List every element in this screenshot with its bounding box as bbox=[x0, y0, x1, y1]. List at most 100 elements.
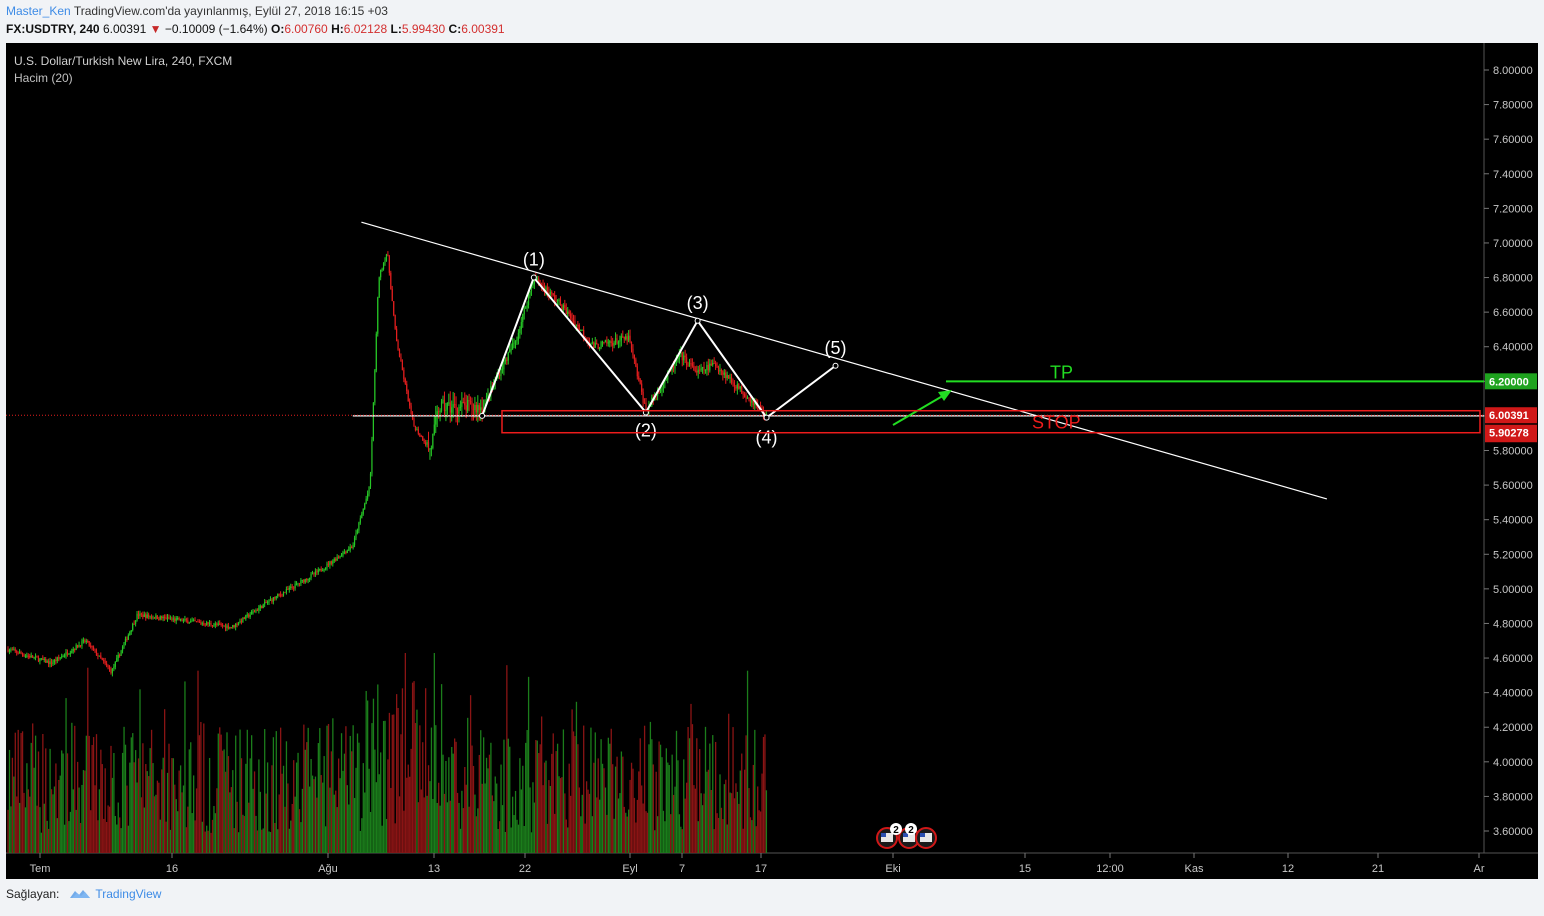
candle-body bbox=[522, 314, 524, 322]
candle-body bbox=[107, 665, 109, 668]
candle-body bbox=[62, 656, 64, 658]
volume-bar bbox=[551, 753, 553, 853]
volume-bar bbox=[680, 826, 682, 853]
volume-bar bbox=[438, 782, 440, 853]
volume-bar bbox=[580, 816, 582, 853]
candle-body bbox=[552, 293, 554, 296]
y-tick-label: 7.00000 bbox=[1493, 238, 1533, 250]
candle-body bbox=[555, 300, 557, 302]
symbol-label: FX:USDTRY, 240 bbox=[6, 22, 100, 36]
candle-body bbox=[413, 419, 415, 426]
candle-body bbox=[49, 661, 51, 665]
volume-bar bbox=[378, 774, 380, 853]
candle-body bbox=[56, 657, 58, 661]
candle-body bbox=[317, 569, 319, 573]
volume-bar bbox=[153, 796, 156, 853]
candle-body bbox=[684, 355, 686, 358]
candle-body bbox=[699, 369, 701, 371]
candle-body bbox=[222, 624, 224, 626]
candle-body bbox=[503, 361, 505, 370]
candle-body bbox=[601, 341, 604, 343]
candle-body bbox=[507, 352, 509, 361]
candle-body bbox=[730, 377, 733, 383]
candle-body bbox=[237, 623, 240, 625]
volume-bar bbox=[572, 731, 575, 853]
candle-body bbox=[278, 594, 280, 596]
volume-bar bbox=[139, 689, 141, 853]
candle-body bbox=[703, 366, 705, 371]
volume-bar bbox=[636, 799, 638, 853]
volume-bar bbox=[268, 831, 270, 853]
volume-bar bbox=[256, 830, 259, 853]
volume-bar bbox=[291, 803, 293, 853]
volume-bar bbox=[264, 729, 266, 853]
volume-bar bbox=[532, 782, 534, 853]
candle-body bbox=[700, 368, 702, 371]
volume-bar bbox=[396, 694, 398, 853]
candle-body bbox=[121, 646, 124, 651]
candle-body bbox=[293, 587, 295, 589]
chart-background bbox=[6, 43, 1538, 879]
candle-body bbox=[32, 655, 34, 658]
candle-body bbox=[523, 308, 525, 315]
volume-bar bbox=[548, 780, 550, 853]
candle-body bbox=[430, 448, 432, 450]
candle-body bbox=[142, 614, 144, 617]
volume-bar bbox=[298, 809, 301, 853]
candle-body bbox=[419, 433, 421, 436]
candle-body bbox=[556, 300, 559, 302]
candle-body bbox=[26, 655, 28, 657]
candle-body bbox=[282, 592, 285, 596]
candle-body bbox=[130, 630, 132, 632]
price-chart[interactable]: U.S. Dollar/Turkish New Lira, 240, FXCM H… bbox=[6, 43, 1538, 879]
volume-bar bbox=[123, 726, 125, 853]
volume-bar bbox=[451, 746, 453, 853]
candle-body bbox=[438, 411, 440, 413]
candle-body bbox=[722, 370, 724, 375]
author-link[interactable]: Master_Ken bbox=[6, 4, 71, 18]
candle-body bbox=[339, 556, 341, 558]
volume-bar bbox=[722, 819, 724, 853]
volume-bar bbox=[211, 819, 214, 853]
volume-bar bbox=[262, 828, 264, 853]
volume-bar bbox=[248, 802, 250, 853]
candle-body bbox=[117, 655, 119, 659]
wave-pattern-line bbox=[481, 275, 837, 420]
volume-bar bbox=[420, 789, 422, 853]
volume-bar bbox=[500, 764, 502, 853]
volume-bar bbox=[113, 753, 115, 853]
candle-body bbox=[578, 324, 580, 331]
candle-body bbox=[304, 578, 306, 583]
candle-body bbox=[616, 338, 618, 344]
candle-body bbox=[614, 338, 617, 343]
volume-bar bbox=[527, 676, 530, 853]
flag-canton bbox=[881, 833, 886, 837]
volume-bar bbox=[56, 818, 58, 853]
candle-body bbox=[359, 518, 361, 523]
brand-name: TradingView bbox=[95, 887, 162, 901]
tradingview-link[interactable]: TradingView bbox=[69, 887, 161, 901]
volume-bar bbox=[259, 791, 261, 853]
candle-body bbox=[21, 653, 24, 655]
candle-body bbox=[744, 394, 746, 398]
volume-bar bbox=[686, 782, 688, 853]
volume-bar bbox=[699, 749, 701, 853]
volume-bar bbox=[552, 733, 554, 853]
volume-bar bbox=[98, 789, 101, 853]
volume-bar bbox=[555, 751, 557, 853]
volume-bar bbox=[330, 751, 333, 853]
volume-bar bbox=[494, 776, 496, 853]
volume-bar bbox=[672, 794, 675, 853]
footer: Sağlayan: TradingView bbox=[6, 887, 161, 901]
volume-bar bbox=[52, 794, 54, 853]
volume-bar bbox=[635, 822, 637, 853]
volume-bar bbox=[639, 738, 641, 853]
candle-body bbox=[362, 508, 364, 514]
candle-body bbox=[291, 586, 293, 588]
candle-body bbox=[349, 547, 351, 550]
candle-body bbox=[717, 367, 720, 372]
candle-body bbox=[277, 594, 279, 597]
volume-bar bbox=[704, 726, 707, 853]
candle-body bbox=[742, 393, 744, 395]
volume-bar bbox=[568, 763, 570, 853]
